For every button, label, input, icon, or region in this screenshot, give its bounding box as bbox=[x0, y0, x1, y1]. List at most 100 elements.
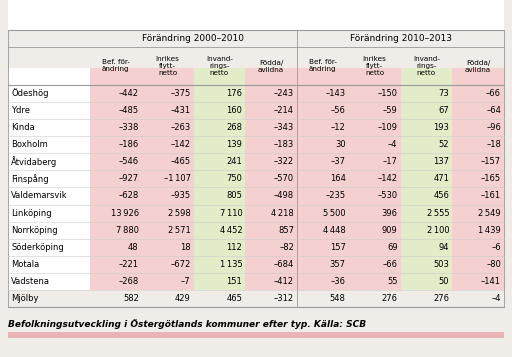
Text: –312: –312 bbox=[274, 294, 294, 303]
Text: Vadstena: Vadstena bbox=[11, 277, 50, 286]
Text: 112: 112 bbox=[226, 243, 242, 252]
Text: –485: –485 bbox=[119, 106, 139, 115]
Text: –935: –935 bbox=[170, 191, 190, 201]
Text: –141: –141 bbox=[481, 277, 501, 286]
Text: –7: –7 bbox=[181, 277, 190, 286]
Text: –109: –109 bbox=[377, 123, 397, 132]
Text: Kinda: Kinda bbox=[11, 123, 35, 132]
Text: Befolkningsutveckling i Östergötlands kommuner efter typ. Källa: SCB: Befolkningsutveckling i Östergötlands ko… bbox=[8, 319, 366, 329]
Text: Söderköping: Söderköping bbox=[11, 243, 64, 252]
Text: –465: –465 bbox=[170, 157, 190, 166]
Text: 73: 73 bbox=[438, 89, 449, 98]
Text: Bef. för-
ändring: Bef. för- ändring bbox=[102, 60, 130, 72]
Text: –431: –431 bbox=[170, 106, 190, 115]
Text: 4 448: 4 448 bbox=[323, 226, 346, 235]
Text: Motala: Motala bbox=[11, 260, 39, 269]
Text: 465: 465 bbox=[226, 294, 242, 303]
Text: Norrköping: Norrköping bbox=[11, 226, 58, 235]
Text: –221: –221 bbox=[119, 260, 139, 269]
Text: 7 880: 7 880 bbox=[116, 226, 139, 235]
Text: Invand-
rings-
netto: Invand- rings- netto bbox=[206, 56, 233, 76]
Text: 2 598: 2 598 bbox=[168, 208, 190, 217]
Text: 7 110: 7 110 bbox=[220, 208, 242, 217]
Text: –343: –343 bbox=[274, 123, 294, 132]
Text: –927: –927 bbox=[119, 175, 139, 183]
Text: 176: 176 bbox=[226, 89, 242, 98]
Text: 69: 69 bbox=[387, 243, 397, 252]
Text: 548: 548 bbox=[330, 294, 346, 303]
Text: Förändring 2000–2010: Förändring 2000–2010 bbox=[142, 34, 245, 43]
Text: 55: 55 bbox=[387, 277, 397, 286]
Text: –66: –66 bbox=[486, 89, 501, 98]
Text: –684: –684 bbox=[274, 260, 294, 269]
Text: Invand-
rings-
netto: Invand- rings- netto bbox=[413, 56, 440, 76]
Text: Valdemarsvik: Valdemarsvik bbox=[11, 191, 68, 201]
Text: –243: –243 bbox=[274, 89, 294, 98]
Text: –12: –12 bbox=[331, 123, 346, 132]
Text: –64: –64 bbox=[486, 106, 501, 115]
Text: –4: –4 bbox=[388, 140, 397, 149]
Text: 276: 276 bbox=[381, 294, 397, 303]
Text: –183: –183 bbox=[274, 140, 294, 149]
Text: Ödeshög: Ödeshög bbox=[11, 89, 49, 99]
Text: –186: –186 bbox=[118, 140, 139, 149]
Text: 4 452: 4 452 bbox=[220, 226, 242, 235]
Text: 805: 805 bbox=[226, 191, 242, 201]
Text: Inrikes
flytt-
netto: Inrikes flytt- netto bbox=[156, 56, 180, 76]
Text: –143: –143 bbox=[326, 89, 346, 98]
Text: 94: 94 bbox=[439, 243, 449, 252]
Text: –628: –628 bbox=[118, 191, 139, 201]
Text: 52: 52 bbox=[439, 140, 449, 149]
Text: 160: 160 bbox=[226, 106, 242, 115]
Text: Mjölby: Mjölby bbox=[11, 294, 38, 303]
Text: –412: –412 bbox=[274, 277, 294, 286]
Text: –498: –498 bbox=[274, 191, 294, 201]
Text: 1 135: 1 135 bbox=[220, 260, 242, 269]
Text: 2 100: 2 100 bbox=[426, 226, 449, 235]
Text: –150: –150 bbox=[377, 89, 397, 98]
Text: –263: –263 bbox=[170, 123, 190, 132]
Text: 30: 30 bbox=[335, 140, 346, 149]
Text: 471: 471 bbox=[433, 175, 449, 183]
Text: 139: 139 bbox=[226, 140, 242, 149]
Text: 193: 193 bbox=[433, 123, 449, 132]
Text: 2 571: 2 571 bbox=[168, 226, 190, 235]
Text: Födda/
avlidna: Födda/ avlidna bbox=[258, 60, 284, 72]
Text: –6: –6 bbox=[492, 243, 501, 252]
Text: 276: 276 bbox=[433, 294, 449, 303]
Text: 503: 503 bbox=[433, 260, 449, 269]
Text: –80: –80 bbox=[486, 260, 501, 269]
Text: Bef. för-
ändring: Bef. för- ändring bbox=[309, 60, 337, 72]
Text: –36: –36 bbox=[331, 277, 346, 286]
Text: –546: –546 bbox=[119, 157, 139, 166]
Text: –322: –322 bbox=[274, 157, 294, 166]
Text: 18: 18 bbox=[180, 243, 190, 252]
Text: 857: 857 bbox=[278, 226, 294, 235]
Text: –18: –18 bbox=[486, 140, 501, 149]
Text: –1 107: –1 107 bbox=[163, 175, 190, 183]
Text: –142: –142 bbox=[377, 175, 397, 183]
Text: –530: –530 bbox=[377, 191, 397, 201]
Text: 4 218: 4 218 bbox=[271, 208, 294, 217]
Text: 2 555: 2 555 bbox=[426, 208, 449, 217]
Text: –142: –142 bbox=[170, 140, 190, 149]
Text: 48: 48 bbox=[128, 243, 139, 252]
Text: –672: –672 bbox=[170, 260, 190, 269]
Text: Åtvidaberg: Åtvidaberg bbox=[11, 156, 57, 167]
Text: –59: –59 bbox=[383, 106, 397, 115]
Text: –570: –570 bbox=[274, 175, 294, 183]
Text: 151: 151 bbox=[226, 277, 242, 286]
Text: –338: –338 bbox=[118, 123, 139, 132]
Text: Ydre: Ydre bbox=[11, 106, 30, 115]
Text: 429: 429 bbox=[175, 294, 190, 303]
Text: –268: –268 bbox=[118, 277, 139, 286]
Text: 13 926: 13 926 bbox=[111, 208, 139, 217]
Text: –4: –4 bbox=[492, 294, 501, 303]
Text: –214: –214 bbox=[274, 106, 294, 115]
Text: Linköping: Linköping bbox=[11, 208, 52, 217]
Text: Födda/
avlidna: Födda/ avlidna bbox=[465, 60, 491, 72]
Text: 396: 396 bbox=[381, 208, 397, 217]
Text: –161: –161 bbox=[481, 191, 501, 201]
Text: 1 439: 1 439 bbox=[478, 226, 501, 235]
Text: –375: –375 bbox=[170, 89, 190, 98]
